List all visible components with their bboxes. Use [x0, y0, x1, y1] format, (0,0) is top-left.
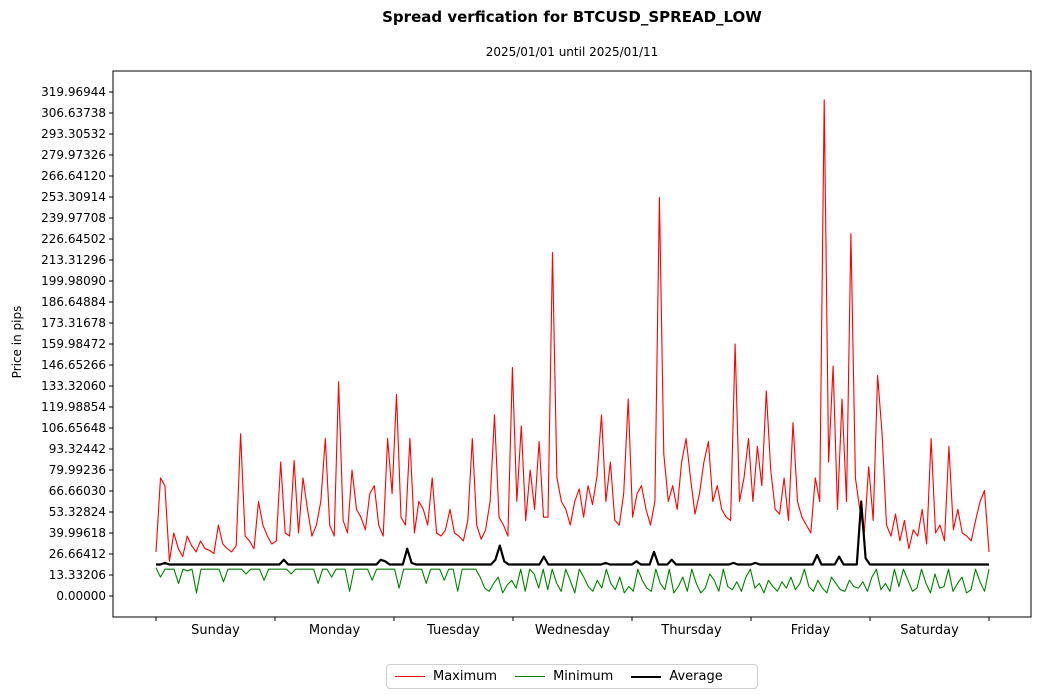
- x-category-label: Sunday: [191, 623, 240, 638]
- x-axis: Sunday Monday Tuesday Wednesday Thursday Frid…: [155, 617, 990, 638]
- x-category-label: Thursday: [660, 623, 722, 638]
- y-tick-label: 173.31678: [41, 316, 106, 330]
- x-category-label: Friday: [791, 623, 831, 638]
- y-tick-label: 226.64502: [41, 232, 106, 246]
- y-tick-label: 293.30532: [41, 127, 106, 141]
- x-category-label: Wednesday: [535, 623, 611, 638]
- y-tick-label: 13.33206: [49, 568, 106, 582]
- legend-swatch-average: [631, 675, 662, 678]
- y-tick-label: 186.64884: [41, 295, 106, 309]
- y-tick-label: 159.98472: [41, 337, 106, 351]
- legend-item-average: Average: [631, 669, 723, 684]
- y-tick-label: 319.96944: [41, 85, 106, 99]
- legend-item-maximum: Maximum: [395, 669, 497, 684]
- plot-frame: [112, 70, 1032, 618]
- y-tick-label: 266.64120: [41, 169, 106, 183]
- y-tick-label: 146.65266: [41, 358, 106, 372]
- x-category-label: Tuesday: [426, 623, 480, 638]
- legend-label-maximum: Maximum: [433, 669, 498, 684]
- y-axis-label: Price in pips: [10, 305, 24, 379]
- y-tick-label: 26.66412: [49, 547, 106, 561]
- y-tick-label: 79.99236: [49, 463, 106, 477]
- y-tick-label: 119.98854: [41, 400, 106, 414]
- legend-swatch-maximum: [395, 676, 425, 677]
- legend: Maximum Minimum Average: [386, 664, 758, 689]
- series-line-minimum: [155, 567, 990, 594]
- y-tick-label: 106.65648: [41, 421, 106, 435]
- y-tick-label: 39.99618: [49, 526, 106, 540]
- y-tick-label: 213.31296: [41, 253, 106, 267]
- y-tick-label: 66.66030: [49, 484, 106, 498]
- y-tick-label: 279.97326: [41, 148, 106, 162]
- legend-label-minimum: Minimum: [553, 669, 614, 684]
- chart-subtitle: 2025/01/01 until 2025/01/11: [485, 45, 659, 59]
- y-tick-label: 239.97708: [41, 211, 106, 225]
- y-tick-label: 53.32824: [49, 505, 106, 519]
- y-tick-label: 93.32442: [49, 442, 106, 456]
- y-tick-label: 306.63738: [41, 106, 106, 120]
- y-tick-label: 253.30914: [41, 190, 106, 204]
- x-category-label: Saturday: [900, 623, 959, 638]
- series-line-average: [156, 500, 989, 566]
- legend-item-minimum: Minimum: [515, 669, 613, 684]
- series-line-maximum: [155, 99, 990, 562]
- x-category-label: Monday: [309, 623, 361, 638]
- y-tick-label: 133.32060: [41, 379, 106, 393]
- series-layer: [155, 99, 990, 594]
- chart-title: Spread verfication for BTCUSD_SPREAD_LOW: [382, 8, 762, 26]
- y-tick-label: 0.00000: [56, 589, 106, 603]
- legend-label-average: Average: [669, 669, 723, 684]
- y-axis: 319.96944 306.63738 293.30532 279.97326 266.…: [41, 85, 113, 603]
- legend-swatch-minimum: [515, 676, 546, 677]
- y-tick-label: 199.98090: [41, 274, 106, 288]
